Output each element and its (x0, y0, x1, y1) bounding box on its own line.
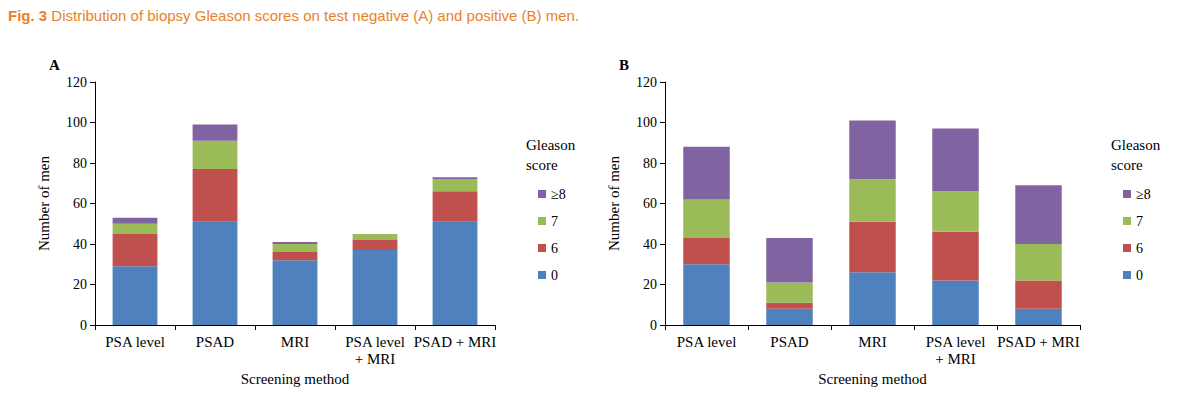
svg-text:MRI: MRI (281, 334, 309, 350)
svg-text:20: 20 (643, 277, 657, 292)
svg-text:PSAD + MRI: PSAD + MRI (414, 334, 497, 350)
svg-text:score: score (526, 157, 558, 173)
svg-text:Screening method: Screening method (818, 371, 927, 387)
svg-text:120: 120 (636, 75, 657, 90)
svg-text:PSAD: PSAD (196, 334, 235, 350)
svg-text:score: score (1111, 157, 1143, 173)
svg-text:A: A (49, 57, 60, 73)
svg-text:Number of men: Number of men (36, 156, 52, 251)
svg-text:+ MRI: + MRI (935, 351, 976, 367)
svg-text:40: 40 (73, 237, 87, 252)
svg-text:MRI: MRI (858, 334, 886, 350)
svg-text:PSA level: PSA level (926, 334, 986, 350)
svg-text:+ MRI: + MRI (355, 351, 396, 367)
svg-text:PSA level: PSA level (677, 334, 737, 350)
svg-text:≥8: ≥8 (1136, 187, 1151, 202)
svg-text:80: 80 (73, 156, 87, 171)
svg-text:PSAD: PSAD (770, 334, 809, 350)
svg-text:100: 100 (636, 115, 657, 130)
svg-text:Number of men: Number of men (606, 156, 622, 251)
svg-text:Gleason: Gleason (526, 137, 576, 153)
svg-text:20: 20 (73, 277, 87, 292)
svg-text:0: 0 (1136, 268, 1143, 283)
svg-text:60: 60 (73, 196, 87, 211)
svg-text:Gleason: Gleason (1111, 137, 1161, 153)
svg-text:7: 7 (551, 214, 558, 229)
svg-text:7: 7 (1136, 214, 1143, 229)
svg-text:60: 60 (643, 196, 657, 211)
svg-text:0: 0 (650, 318, 657, 333)
svg-text:PSAD + MRI: PSAD + MRI (997, 334, 1080, 350)
svg-text:100: 100 (66, 115, 87, 130)
svg-text:≥8: ≥8 (551, 187, 566, 202)
svg-text:6: 6 (551, 241, 558, 256)
svg-text:PSA level: PSA level (345, 334, 405, 350)
svg-text:0: 0 (551, 268, 558, 283)
svg-text:40: 40 (643, 237, 657, 252)
html-text:Fig. 3 Distribution of biopsy: Fig. 3 Distribution of biopsy Gleason sc… (8, 7, 580, 24)
svg-text:PSA level: PSA level (105, 334, 165, 350)
svg-text:Screening method: Screening method (241, 371, 350, 387)
svg-text:80: 80 (643, 156, 657, 171)
svg-text:B: B (619, 57, 629, 73)
svg-text:6: 6 (1136, 241, 1143, 256)
svg-text:120: 120 (66, 75, 87, 90)
svg-text:0: 0 (80, 318, 87, 333)
